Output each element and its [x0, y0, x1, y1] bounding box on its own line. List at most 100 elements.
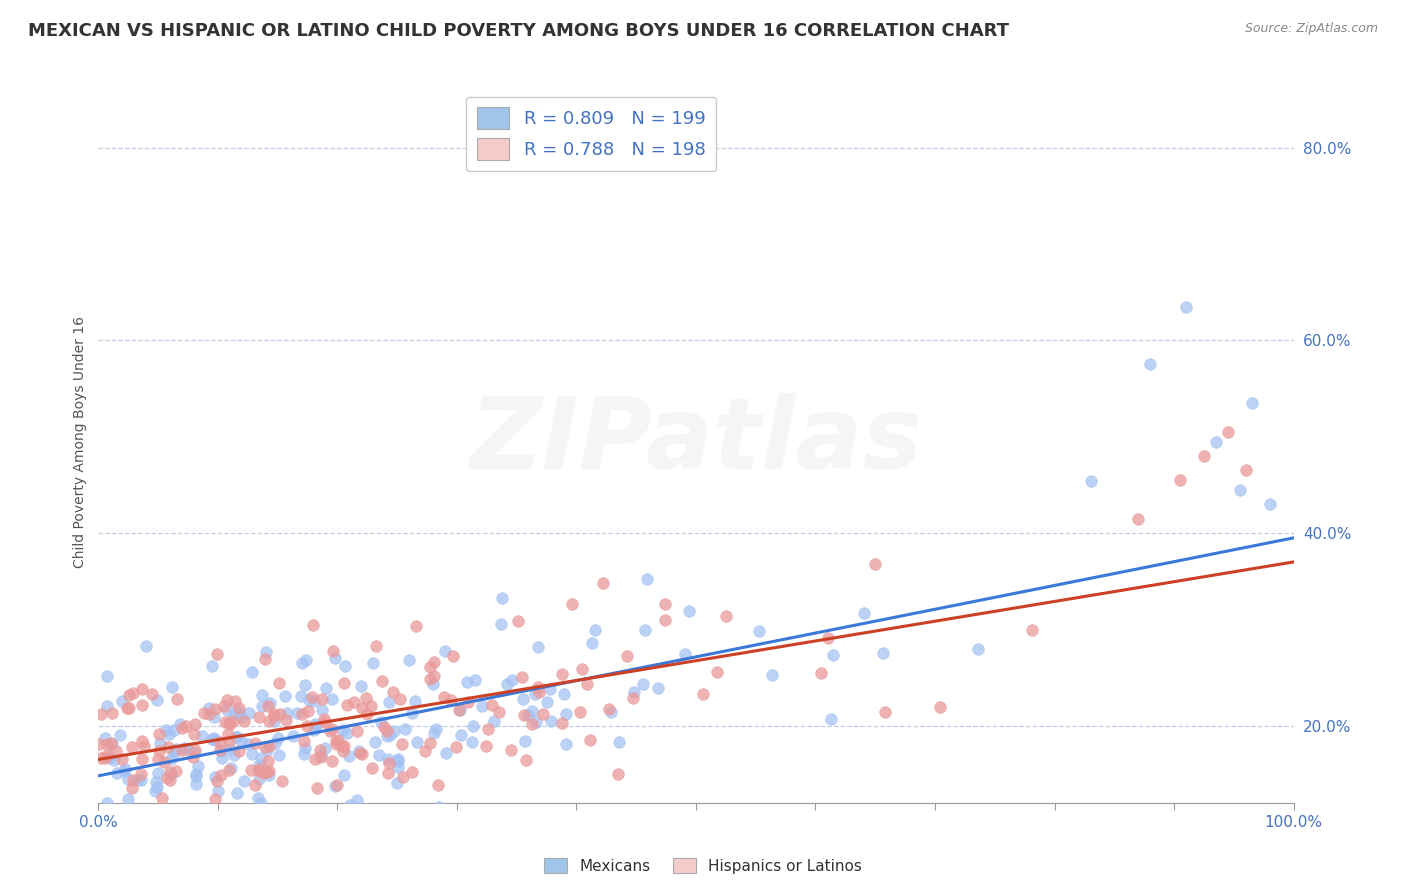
Point — [103, 753, 125, 767]
Point — [522, 716, 544, 731]
Point — [114, 762, 136, 776]
Point — [173, 741, 195, 756]
Point — [426, 779, 449, 793]
Point — [153, 755, 176, 769]
Point — [186, 767, 208, 781]
Point — [404, 694, 426, 708]
Legend: R = 0.809   N = 199, R = 0.788   N = 198: R = 0.809 N = 199, R = 0.788 N = 198 — [465, 96, 716, 171]
Point — [214, 715, 236, 730]
Point — [761, 668, 783, 682]
Point — [449, 703, 471, 717]
Point — [183, 742, 205, 756]
Point — [335, 725, 357, 739]
Point — [323, 651, 346, 665]
Point — [202, 731, 225, 745]
Point — [304, 752, 326, 766]
Point — [367, 747, 389, 762]
Point — [1021, 623, 1043, 637]
Point — [271, 773, 294, 788]
Point — [481, 698, 503, 712]
Point — [291, 656, 314, 670]
Point — [276, 706, 298, 720]
Point — [444, 739, 467, 754]
Point — [302, 617, 325, 632]
Point — [491, 591, 513, 606]
Point — [450, 728, 472, 742]
Point — [872, 646, 894, 660]
Point — [373, 720, 395, 734]
Point — [440, 693, 463, 707]
Point — [332, 723, 354, 737]
Point — [378, 756, 401, 770]
Point — [112, 764, 135, 778]
Point — [184, 769, 207, 783]
Point — [172, 743, 194, 757]
Point — [607, 735, 630, 749]
Point — [654, 613, 676, 627]
Point — [515, 753, 537, 767]
Point — [354, 690, 377, 705]
Point — [219, 761, 242, 775]
Point — [419, 672, 441, 686]
Point — [91, 803, 114, 817]
Point — [387, 751, 409, 765]
Point — [538, 682, 561, 697]
Point — [165, 819, 187, 833]
Point — [181, 822, 204, 837]
Point — [149, 735, 172, 749]
Point — [336, 698, 359, 713]
Point — [157, 726, 180, 740]
Point — [146, 766, 169, 780]
Point — [401, 764, 423, 779]
Point — [219, 819, 242, 833]
Point — [157, 739, 180, 754]
Point — [183, 836, 205, 850]
Point — [90, 707, 112, 722]
Point — [160, 822, 183, 837]
Point — [575, 677, 598, 691]
Point — [966, 642, 988, 657]
Point — [201, 659, 224, 673]
Point — [159, 767, 181, 781]
Point — [101, 737, 124, 751]
Point — [495, 677, 517, 691]
Point — [315, 681, 337, 695]
Point — [928, 700, 950, 714]
Point — [419, 736, 441, 750]
Point — [204, 733, 226, 747]
Point — [475, 739, 498, 753]
Text: MEXICAN VS HISPANIC OR LATINO CHILD POVERTY AMONG BOYS UNDER 16 CORRELATION CHAR: MEXICAN VS HISPANIC OR LATINO CHILD POVE… — [28, 22, 1010, 40]
Point — [224, 694, 246, 708]
Point — [325, 737, 347, 751]
Point — [517, 708, 540, 723]
Point — [191, 729, 214, 743]
Point — [124, 820, 146, 834]
Point — [127, 773, 149, 788]
Point — [461, 735, 484, 749]
Point — [204, 770, 226, 784]
Point — [536, 695, 558, 709]
Point — [254, 652, 277, 666]
Point — [309, 748, 332, 763]
Point — [141, 687, 163, 701]
Point — [581, 636, 603, 650]
Point — [321, 754, 343, 768]
Point — [298, 693, 321, 707]
Point — [1168, 473, 1191, 487]
Point — [323, 779, 346, 793]
Text: ZIPatlas: ZIPatlas — [470, 393, 922, 490]
Point — [131, 772, 153, 787]
Point — [232, 714, 254, 729]
Point — [269, 707, 291, 722]
Point — [523, 687, 546, 701]
Point — [148, 845, 170, 859]
Point — [148, 752, 170, 766]
Point — [219, 716, 242, 731]
Point — [352, 747, 374, 762]
Point — [245, 778, 267, 792]
Point — [1128, 511, 1150, 525]
Point — [297, 719, 319, 733]
Point — [186, 837, 208, 851]
Point — [321, 692, 343, 706]
Point — [326, 733, 349, 747]
